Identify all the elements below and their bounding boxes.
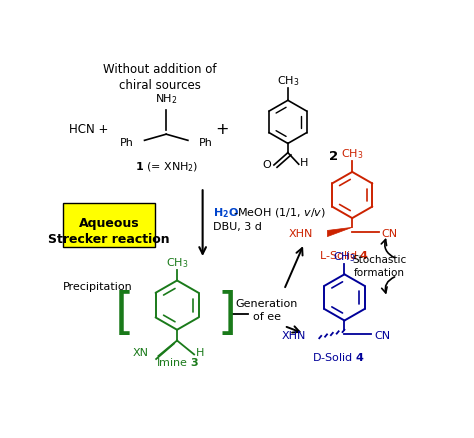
Text: CH$_3$: CH$_3$: [277, 74, 299, 88]
Text: CH$_3$: CH$_3$: [341, 147, 364, 161]
Text: DBU, 3 d: DBU, 3 d: [213, 222, 262, 232]
Text: XN: XN: [133, 348, 149, 358]
Text: L-Solid $\mathbf{4}$: L-Solid $\mathbf{4}$: [319, 249, 370, 261]
Text: +: +: [215, 122, 229, 137]
Text: $\mathbf{1}$ (= XNH$_2$): $\mathbf{1}$ (= XNH$_2$): [135, 160, 198, 174]
Text: CH$_3$: CH$_3$: [333, 250, 356, 264]
Text: XHN: XHN: [282, 331, 306, 341]
Text: $\mathbf{2}$: $\mathbf{2}$: [328, 150, 338, 163]
Text: D-Solid $\mathbf{4}$: D-Solid $\mathbf{4}$: [312, 351, 365, 363]
Text: H: H: [196, 348, 204, 358]
Text: CN: CN: [374, 331, 390, 341]
Text: HCN +: HCN +: [69, 123, 108, 136]
Text: Stochastic
formation: Stochastic formation: [352, 255, 406, 278]
Text: XHN: XHN: [289, 229, 313, 239]
Text: Generation
of ee: Generation of ee: [236, 299, 298, 321]
Text: Ph: Ph: [199, 138, 213, 148]
Text: NH$_2$: NH$_2$: [155, 93, 177, 106]
Text: [: [: [108, 290, 138, 339]
Polygon shape: [328, 227, 352, 237]
Text: O: O: [262, 160, 271, 170]
Text: CH$_3$: CH$_3$: [166, 256, 188, 270]
Text: Imine $\mathbf{3}$: Imine $\mathbf{3}$: [155, 356, 199, 368]
Text: Precipitation: Precipitation: [63, 283, 133, 293]
FancyBboxPatch shape: [63, 203, 155, 247]
Text: -MeOH (1/1, $\mathit{v/v}$): -MeOH (1/1, $\mathit{v/v}$): [233, 206, 326, 219]
Text: Aqueous
Strecker reaction: Aqueous Strecker reaction: [48, 217, 170, 246]
Text: H: H: [300, 158, 309, 168]
Text: CN: CN: [382, 229, 398, 239]
Text: Without addition of
chiral sources: Without addition of chiral sources: [103, 64, 217, 92]
Text: ]: ]: [213, 290, 243, 339]
Text: Ph: Ph: [120, 138, 134, 148]
Text: $\mathbf{H_2O}$: $\mathbf{H_2O}$: [213, 206, 239, 219]
